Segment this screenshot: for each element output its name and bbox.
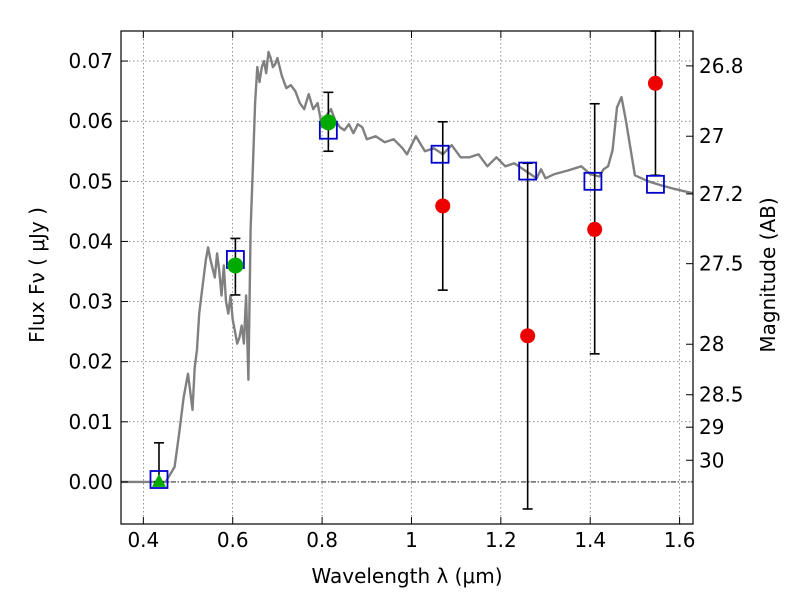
y-tick-label: 0.06 — [68, 109, 113, 133]
y2-tick-label: 28 — [699, 332, 724, 356]
data-points — [149, 75, 665, 489]
x-tick-label: 0.6 — [217, 528, 249, 552]
x-tick-label: 0.8 — [306, 528, 338, 552]
y-tick-label: 0.01 — [68, 410, 113, 434]
y2-tick-label: 30 — [699, 448, 724, 472]
x-tick-label: 1.6 — [664, 528, 696, 552]
tick-labels: 0.4 0.6 0.8 1 1.2 1.4 1.6 0.00 0.01 0.02 0.03 0.04 0… — [68, 49, 743, 552]
y-tick-label: 0.00 — [68, 470, 113, 494]
model-photometry-square — [646, 174, 665, 194]
model-photometry-square — [518, 161, 538, 181]
x-tick-label: 1 — [405, 528, 418, 552]
x-tick-label: 1.4 — [574, 528, 606, 552]
y-axis-title: Flux Fν ( μJy ) — [25, 207, 49, 343]
observed-upper-limit-marker — [151, 473, 166, 487]
observed-green-point — [227, 257, 244, 274]
observed-flux-point — [647, 75, 663, 91]
y2-tick-label: 27.5 — [699, 252, 744, 276]
y-tick-label: 0.07 — [68, 49, 113, 73]
grid — [121, 31, 693, 524]
y2-tick-label: 26.8 — [699, 54, 744, 78]
observed-flux-point — [587, 221, 603, 237]
y-tick-label: 0.04 — [68, 229, 113, 253]
y2-axis-title: Magnitude (AB) — [756, 197, 780, 352]
y2-tick-label: 27.2 — [699, 182, 744, 206]
y-tick-label: 0.02 — [68, 350, 113, 374]
model-sed — [121, 50, 694, 484]
tick-marks — [121, 31, 693, 524]
model-photometry-square — [430, 144, 450, 164]
model-photometry-square — [149, 470, 169, 489]
x-tick-label: 1.2 — [485, 528, 517, 552]
y2-tick-label: 29 — [699, 415, 724, 439]
x-axis-title: Wavelength λ (μm) — [311, 564, 502, 588]
y-tick-label: 0.03 — [68, 290, 113, 314]
model-sed-line — [121, 50, 694, 484]
y2-tick-label: 28.5 — [699, 383, 744, 407]
y-tick-label: 0.05 — [68, 169, 113, 193]
model-photometry-square — [583, 171, 603, 191]
plot-frame — [120, 30, 694, 525]
y2-tick-label: 27 — [699, 124, 724, 148]
observed-flux-point — [520, 328, 536, 344]
x-tick-label: 0.4 — [127, 528, 159, 552]
observed-flux-point — [435, 198, 451, 214]
observed-green-point — [320, 114, 337, 131]
